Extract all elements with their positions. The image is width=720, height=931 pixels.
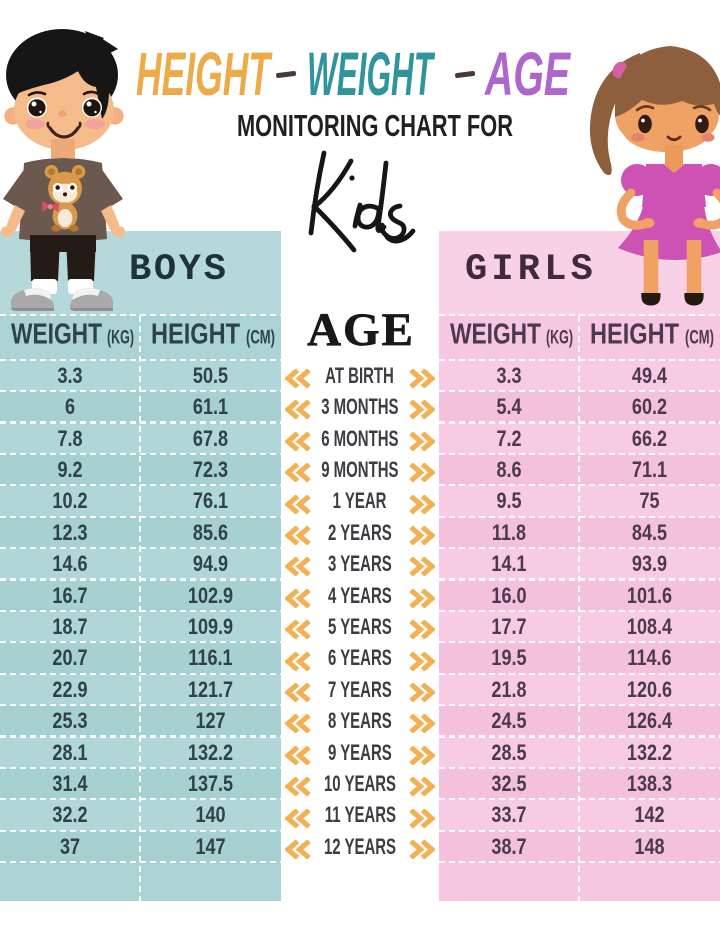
svg-text:(KG): (KG) [546, 327, 573, 349]
svg-text:WEIGHT: WEIGHT [11, 319, 102, 351]
svg-text:(CM): (CM) [246, 327, 275, 349]
svg-text:WEIGHT: WEIGHT [307, 40, 435, 108]
svg-text:(CM): (CM) [685, 327, 714, 349]
svg-text:MONITORING CHART FOR: MONITORING CHART FOR [237, 108, 513, 143]
svg-text:WEIGHT: WEIGHT [450, 319, 541, 351]
svg-text:HEIGHT: HEIGHT [590, 319, 679, 351]
svg-text:HEIGHT: HEIGHT [151, 319, 240, 351]
svg-text:(KG): (KG) [107, 327, 134, 349]
svg-text:AGE: AGE [484, 40, 572, 108]
svg-text:HEIGHT: HEIGHT [136, 40, 273, 108]
